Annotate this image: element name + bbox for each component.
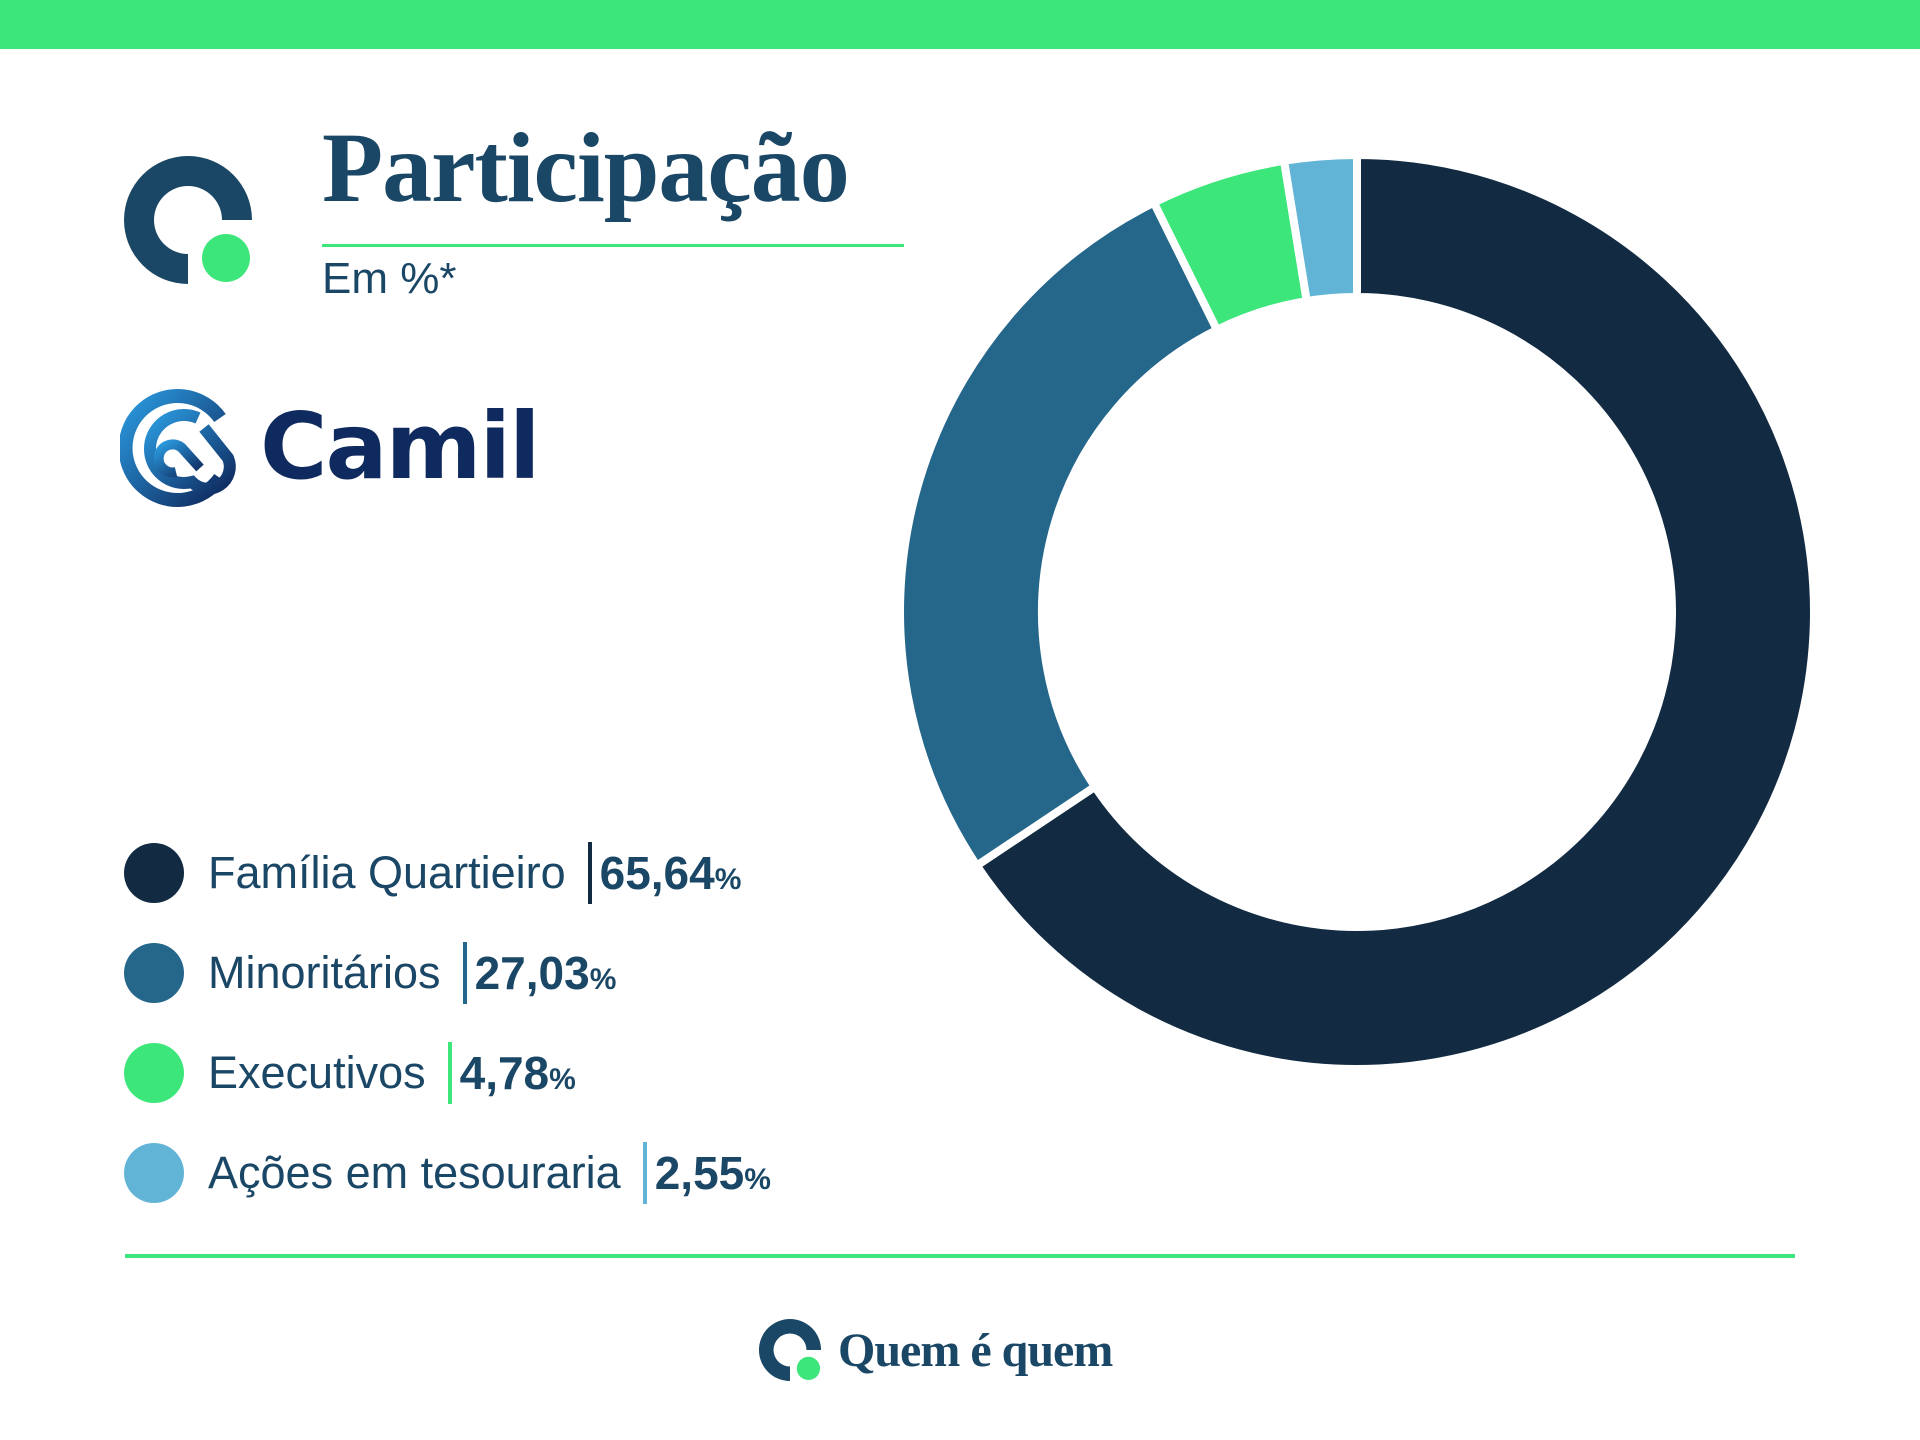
- legend-item: Ações em tesouraria 2,55%: [124, 1142, 771, 1204]
- legend-item: Minoritários 27,03%: [124, 942, 771, 1004]
- legend-item: Executivos 4,78%: [124, 1042, 771, 1104]
- legend-swatch: [124, 843, 184, 903]
- quem-e-quem-logo-icon: [124, 156, 252, 284]
- donut-slice-familia-quartieiro: [971, 150, 1818, 1073]
- legend-label: Executivos: [208, 1047, 426, 1098]
- donut-slice-acoes-em-tesouraria: [1279, 150, 1361, 306]
- legend-value: 27,03%: [474, 947, 617, 999]
- legend-swatch: [124, 1043, 184, 1103]
- legend-separator: [642, 1142, 647, 1204]
- legend-swatch: [124, 1143, 184, 1203]
- legend-value: 2,55%: [654, 1147, 771, 1199]
- legend-value: 4,78%: [459, 1047, 576, 1099]
- camil-logo-icon: [120, 389, 236, 507]
- legend-label: Família Quartieiro: [208, 847, 566, 898]
- legend-swatch: [124, 943, 184, 1003]
- page-subtitle: Em %*: [322, 254, 457, 303]
- legend-separator: [462, 942, 467, 1004]
- chart-legend: Família Quartieiro 65,64% Minoritários 2…: [124, 842, 771, 1243]
- footer-brand-name: Quem é quem: [838, 1323, 1113, 1377]
- legend-value: 65,64%: [599, 847, 742, 899]
- company-logo: Camil: [120, 378, 541, 514]
- quem-e-quem-footer-logo-icon: [758, 1318, 822, 1382]
- legend-separator: [447, 1042, 452, 1104]
- legend-label: Minoritários: [208, 947, 441, 998]
- footer-divider: [125, 1254, 1795, 1258]
- legend-item: Família Quartieiro 65,64%: [124, 842, 771, 904]
- company-name: Camil: [260, 392, 541, 500]
- legend-separator: [587, 842, 592, 904]
- donut-chart: [896, 150, 1818, 1073]
- top-accent-bar: [0, 0, 1920, 49]
- footer-brand: Quem é quem: [758, 1318, 1113, 1382]
- legend-label: Ações em tesouraria: [208, 1147, 621, 1198]
- title-underline: [322, 244, 904, 247]
- page-title: Participação: [322, 112, 850, 223]
- donut-slice-minoritarios: [896, 197, 1223, 872]
